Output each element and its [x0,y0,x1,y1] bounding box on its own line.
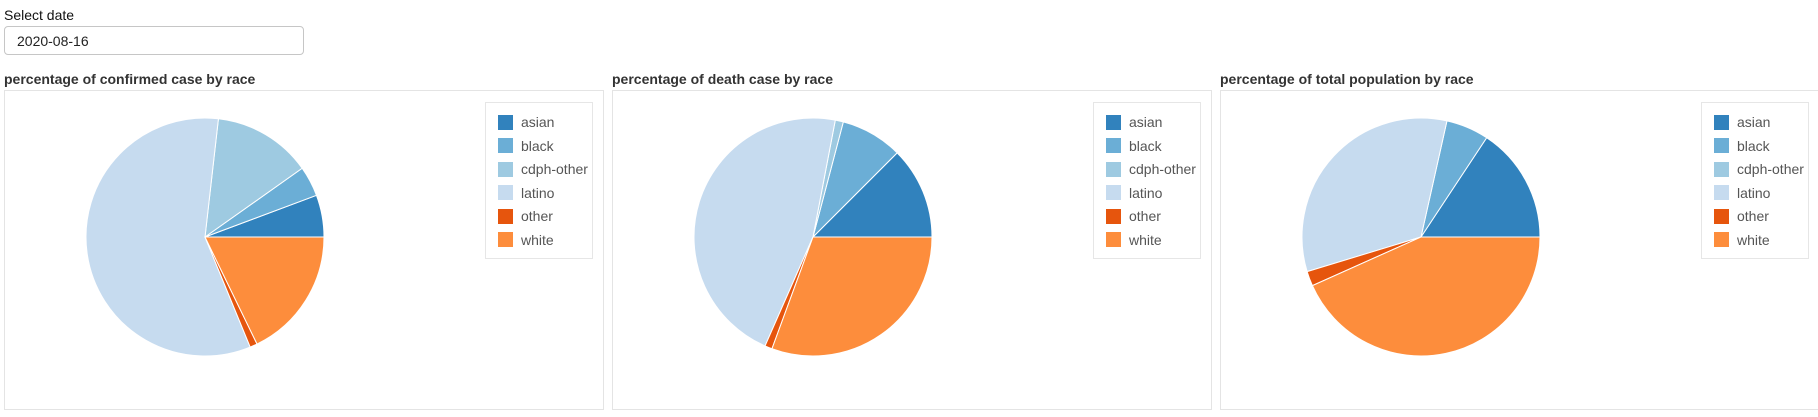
legend-label: cdph-other [521,161,588,177]
pie-slice-asian[interactable] [811,152,933,238]
legend-swatch [1106,114,1121,130]
legend-swatch [498,138,513,153]
pie-slice-latino[interactable] [85,117,251,357]
legend-item-cdph-other[interactable]: cdph-other [1106,161,1196,177]
legend-swatch [498,114,513,130]
legend-item-latino[interactable]: latino [498,185,554,201]
select-date-label: Select date [4,7,75,23]
legend-label: latino [1129,184,1163,201]
legend-label: white [1129,231,1162,248]
pie-slice-latino[interactable] [1301,117,1448,273]
legend-swatch [1714,114,1729,130]
chart-title: percentage of death case by race [612,71,833,87]
legend-label: asian [1129,114,1163,130]
legend-item-asian[interactable]: asian [498,114,554,130]
legend-label: cdph-other [1129,161,1196,177]
pie-svg [85,117,325,357]
legend-swatch [498,185,513,200]
legend-swatch [1106,208,1121,224]
legend-item-cdph-other[interactable]: cdph-other [1714,161,1804,177]
chart-frame: asian black cdph-other latino other white [612,90,1212,410]
legend-item-other[interactable]: other [498,208,553,224]
chart-confirmed: percentage of confirmed case by race asi… [4,68,606,410]
chart-frame: asian black cdph-other latino other white [1220,90,1818,410]
legend-label: latino [521,184,555,201]
legend-item-other[interactable]: other [1714,208,1769,224]
legend-label: black [1737,137,1770,154]
legend-swatch [498,232,513,247]
legend-swatch [1714,185,1729,200]
legend: asian black cdph-other latino other white [1093,102,1201,259]
legend-label: white [1737,231,1770,248]
legend-label: other [1129,208,1161,224]
legend-swatch [1106,138,1121,153]
legend-swatch [1106,232,1121,247]
legend-label: other [521,208,553,224]
legend-swatch [498,208,513,224]
legend-item-cdph-other[interactable]: cdph-other [498,161,588,177]
legend-label: asian [1737,114,1771,130]
pie-slice-asian[interactable] [1420,137,1541,238]
legend-label: cdph-other [1737,161,1804,177]
legend-item-latino[interactable]: latino [1714,185,1770,201]
pie-svg [693,117,933,357]
chart-frame: asian black cdph-other latino other white [4,90,604,410]
legend-item-black[interactable]: black [498,138,554,154]
legend-item-black[interactable]: black [1714,138,1770,154]
legend-swatch [1106,161,1121,177]
pie-slice-latino[interactable] [693,117,836,347]
legend-swatch [498,161,513,177]
chart-death: percentage of death case by race asian bl… [612,68,1214,410]
date-input[interactable] [4,26,304,55]
legend-item-white[interactable]: white [498,232,554,248]
legend-swatch [1714,232,1729,247]
legend-label: black [521,137,554,154]
legend-label: other [1737,208,1769,224]
legend-item-white[interactable]: white [1106,232,1162,248]
chart-title: percentage of total population by race [1220,71,1474,87]
legend-item-asian[interactable]: asian [1106,114,1162,130]
pie-svg [1301,117,1541,357]
pie-slice-white[interactable] [1311,236,1541,357]
legend-swatch [1106,185,1121,200]
legend-swatch [1714,208,1729,224]
legend-swatch [1714,138,1729,153]
legend: asian black cdph-other latino other white [1701,102,1809,259]
legend-label: asian [521,114,555,130]
pie-slice-white[interactable] [771,236,933,357]
pie-slice-white[interactable] [204,236,325,345]
legend-item-other[interactable]: other [1106,208,1161,224]
chart-title: percentage of confirmed case by race [4,71,256,87]
legend-item-asian[interactable]: asian [1714,114,1770,130]
legend-item-white[interactable]: white [1714,232,1770,248]
chart-population: percentage of total population by race a… [1220,68,1818,410]
legend-label: latino [1737,184,1771,201]
legend-swatch [1714,161,1729,177]
legend: asian black cdph-other latino other white [485,102,593,259]
legend-item-latino[interactable]: latino [1106,185,1162,201]
pie-slice-cdph-other[interactable] [204,118,303,239]
legend-label: black [1129,137,1162,154]
legend-item-black[interactable]: black [1106,138,1162,154]
legend-label: white [521,231,554,248]
